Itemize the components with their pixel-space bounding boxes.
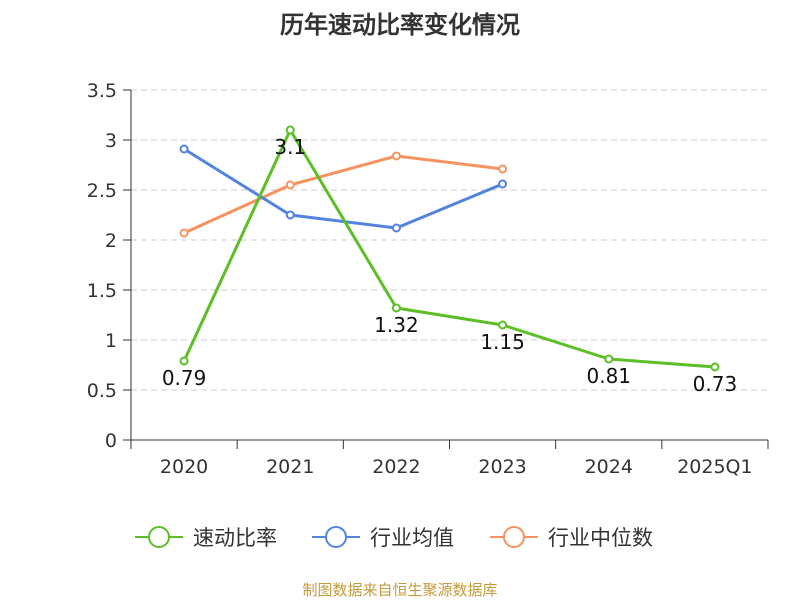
data-point[interactable]	[285, 180, 295, 190]
data-point[interactable]	[391, 303, 401, 313]
axes: 0 0.5 1 1.5 2 2.5 3 3.5 2020 2021 2022 2023 2024 2025…	[87, 80, 769, 478]
data-point[interactable]	[498, 320, 508, 330]
x-tick-label: 2022	[372, 456, 420, 478]
legend-marker	[148, 526, 170, 548]
grid-lines	[131, 89, 768, 391]
x-tick-label: 2025Q1	[677, 456, 752, 478]
data-label: 0.81	[586, 364, 631, 388]
data-point[interactable]	[179, 144, 189, 154]
data-label: 1.32	[374, 313, 419, 337]
data-label: 0.73	[693, 372, 738, 396]
data-point[interactable]	[179, 228, 189, 238]
legend-marker	[325, 526, 347, 548]
x-tick-label: 2023	[478, 456, 526, 478]
data-label: 1.15	[480, 330, 525, 354]
data-point[interactable]	[391, 223, 401, 233]
data-point[interactable]	[710, 362, 720, 372]
legend[interactable]: 速动比率 行业均值 行业中位数	[135, 526, 653, 550]
data-point[interactable]	[391, 151, 401, 161]
y-tick-label: 2	[105, 230, 117, 252]
legend-label: 行业均值	[370, 526, 454, 550]
data-point[interactable]	[179, 356, 189, 366]
data-point[interactable]	[285, 210, 295, 220]
series-lines	[179, 125, 720, 372]
series-line-0	[182, 128, 716, 369]
chart-title: 历年速动比率变化情况	[280, 11, 520, 39]
legend-marker	[503, 526, 525, 548]
y-tick-label: 3	[105, 130, 117, 152]
y-tick-label: 0.5	[87, 380, 117, 402]
data-point[interactable]	[498, 179, 508, 189]
x-tick-label: 2020	[160, 456, 208, 478]
series-line-2	[183, 154, 503, 235]
y-tick-label: 3.5	[87, 80, 117, 102]
data-point[interactable]	[285, 125, 295, 135]
data-labels: 0.79 3.1 1.32 1.15 0.81 0.73	[162, 135, 737, 396]
x-tick-label: 2021	[266, 456, 314, 478]
legend-label: 速动比率	[193, 526, 277, 550]
y-tick-label: 2.5	[87, 180, 117, 202]
source-note: 制图数据来自恒生聚源数据库	[302, 581, 497, 599]
data-label: 0.79	[162, 366, 207, 390]
y-tick-label: 1.5	[87, 280, 117, 302]
data-label: 3.1	[274, 135, 306, 159]
legend-item-2[interactable]: 行业中位数	[490, 526, 653, 550]
data-point[interactable]	[498, 164, 508, 174]
legend-item-0[interactable]: 速动比率	[135, 526, 277, 550]
legend-label: 行业中位数	[548, 526, 653, 550]
y-tick-label: 1	[105, 330, 117, 352]
data-point[interactable]	[604, 354, 614, 364]
x-tick-label: 2024	[585, 456, 633, 478]
y-tick-label: 0	[105, 430, 117, 452]
legend-item-1[interactable]: 行业均值	[312, 526, 454, 550]
